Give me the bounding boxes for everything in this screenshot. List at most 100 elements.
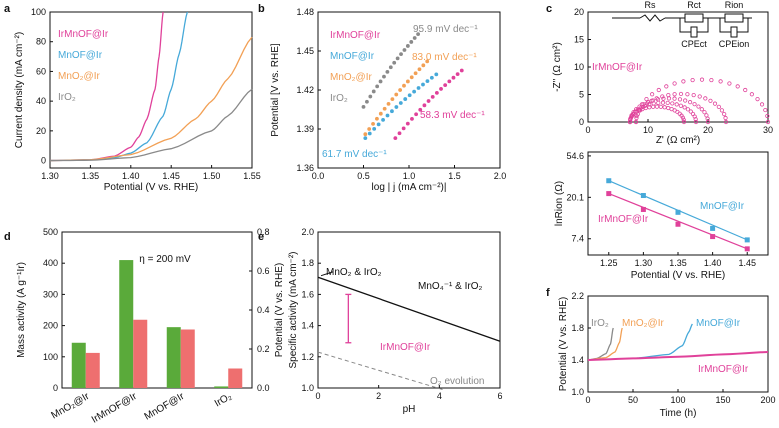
f-legend-label: IrMnOF@Ir: [698, 364, 749, 375]
a-legend-label: IrMnOF@Ir: [58, 29, 109, 40]
b-data-point: [372, 126, 377, 131]
f-xtick-label: 150: [715, 395, 730, 405]
f-series-line: [587, 327, 623, 361]
panel-f: 0 50 100 150 200 1.0 1.4 1.8 2.2 Time (h) Potentia…: [558, 291, 776, 419]
b-data-point: [418, 107, 423, 112]
f-ylabel: Potential (V vs. RHE): [558, 297, 569, 391]
c2-xtick-label: 1.35: [669, 258, 687, 268]
c-data-point: [651, 104, 656, 109]
c-data-point: [672, 92, 677, 97]
f-xlabel: Time (h): [660, 408, 697, 419]
b-data-point: [401, 126, 406, 131]
c2-xtick-label: 1.45: [738, 258, 756, 268]
b-xtick-label: 1.5: [448, 171, 461, 181]
b-data-point: [385, 113, 390, 118]
c-xlabel: Z' (Ω cm²): [656, 135, 700, 146]
d-category-label: MnO₂@Ir: [50, 391, 92, 422]
c-data-point: [697, 94, 702, 99]
panel-label-c: c: [546, 3, 552, 15]
b-data-point: [375, 116, 379, 121]
c-xtick-label: 30: [763, 125, 773, 135]
d2-ytick-label: 0.0: [257, 383, 270, 393]
c-circuit-resistor: [639, 14, 666, 22]
c2-ylabel: lnRion (Ω): [554, 181, 565, 226]
b-data-point: [386, 101, 391, 106]
c2-legend-label: MnOF@Ir: [700, 201, 745, 212]
f-ytick-label: 1.8: [571, 323, 584, 333]
b-xtick-label: 2.0: [494, 171, 507, 181]
d2-ytick-label: 0.4: [257, 305, 270, 315]
c-ylabel: -Z'' (Ω cm²): [552, 42, 563, 92]
b-data-point: [409, 40, 414, 44]
c-circuit-label: CPEion: [719, 39, 750, 49]
c-data-point: [666, 105, 671, 111]
c-data-point: [723, 115, 728, 121]
b-data-point: [363, 136, 368, 141]
a-ytick-label: 60: [36, 66, 46, 76]
a-legend-label: IrO₂: [58, 92, 76, 103]
c2-data-point: [675, 209, 681, 215]
b-xtick-label: 0.5: [357, 171, 370, 181]
b-data-point: [394, 105, 399, 109]
a-ytick-label: 80: [36, 37, 46, 47]
b-data-point: [392, 60, 397, 65]
b-data-point: [367, 131, 372, 136]
c-data-point: [639, 102, 645, 107]
a-ytick-label: 20: [36, 126, 46, 136]
b-xtick-label: 1.0: [403, 171, 416, 181]
b-data-point: [402, 48, 407, 52]
b-data-point: [371, 121, 375, 126]
panel-e: 0 2 4 6 1.0 1.2 1.4 1.6 1.8 2.0 pH Potential (V vs.…: [274, 227, 503, 415]
d-category-label: IrO₂: [213, 391, 234, 409]
b-ytick-label: 1.48: [296, 7, 314, 17]
c2-ytick-label: 54.6: [566, 151, 584, 161]
c-legend-label: IrMnOF@Ir: [592, 62, 643, 73]
b-ylabel: Potential [V vs. RHE]: [270, 43, 281, 137]
b-data-point: [434, 72, 439, 77]
d-ylabel: Mass activity (A g⁻¹Ir): [16, 262, 27, 358]
b-data-point: [426, 99, 431, 103]
b-legend-label: MnO₂@Ir: [330, 72, 372, 83]
c-data-point: [656, 87, 661, 93]
b-slope-label: 83.0 mV dec⁻¹: [412, 52, 477, 63]
b-ytick-label: 1.39: [296, 124, 314, 134]
c-data-point: [716, 104, 721, 109]
b-data-point: [455, 72, 460, 76]
b-data-point: [417, 67, 422, 72]
b-data-point: [434, 90, 439, 95]
panel-label-a: a: [4, 3, 11, 15]
c-circuit-resistor: [724, 13, 744, 23]
c-circuit-resistor: [684, 13, 704, 23]
c-data-point: [631, 110, 636, 115]
c-data-point: [647, 105, 652, 110]
b-xtick-label: 0.0: [312, 171, 325, 181]
b-data-point: [397, 131, 402, 136]
d-category-label: MnOF@Ir: [143, 391, 187, 423]
c2-xtick-label: 1.30: [635, 258, 653, 268]
c-data-point: [644, 97, 649, 102]
c-circuit-cpe: [690, 26, 698, 38]
b-data-point: [413, 71, 418, 76]
panel-label-d: d: [4, 231, 11, 243]
c-data-point: [677, 97, 683, 102]
c-data-point: [699, 107, 704, 112]
b-data-point: [375, 84, 380, 89]
b-data-point: [407, 93, 412, 98]
d2-ytick-label: 0.2: [257, 344, 270, 354]
b-data-point: [412, 36, 417, 40]
e-xtick-label: 4: [437, 391, 442, 401]
c-data-point: [743, 87, 748, 93]
b-data-point: [363, 132, 368, 137]
c-data-point: [678, 103, 683, 108]
a-xtick-label: 1.30: [41, 171, 59, 181]
c-data-point: [658, 104, 663, 109]
b-data-point: [402, 83, 406, 88]
f-frame: [587, 295, 769, 393]
c-data-point: [708, 98, 713, 103]
a-xtick-label: 1.35: [82, 171, 100, 181]
e-label: O₂ evolution: [430, 376, 484, 387]
b-slope-label: 58.3 mV dec⁻¹: [420, 110, 485, 121]
f-series-line: [587, 351, 769, 361]
c-data-point: [654, 104, 660, 109]
c-data-point: [662, 105, 667, 110]
